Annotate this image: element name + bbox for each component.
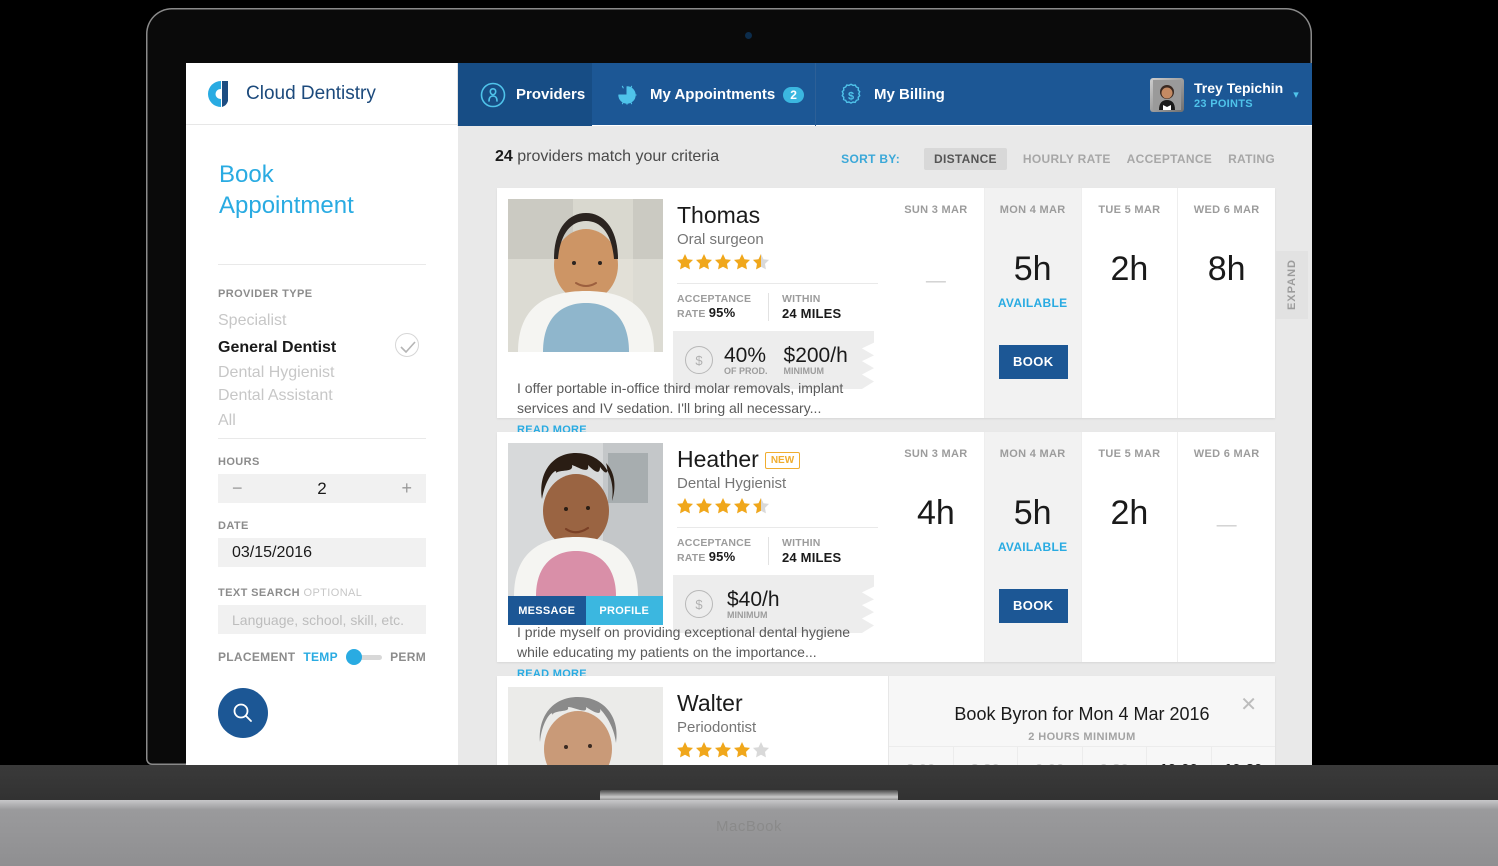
svg-text:$: $ [848,90,854,102]
